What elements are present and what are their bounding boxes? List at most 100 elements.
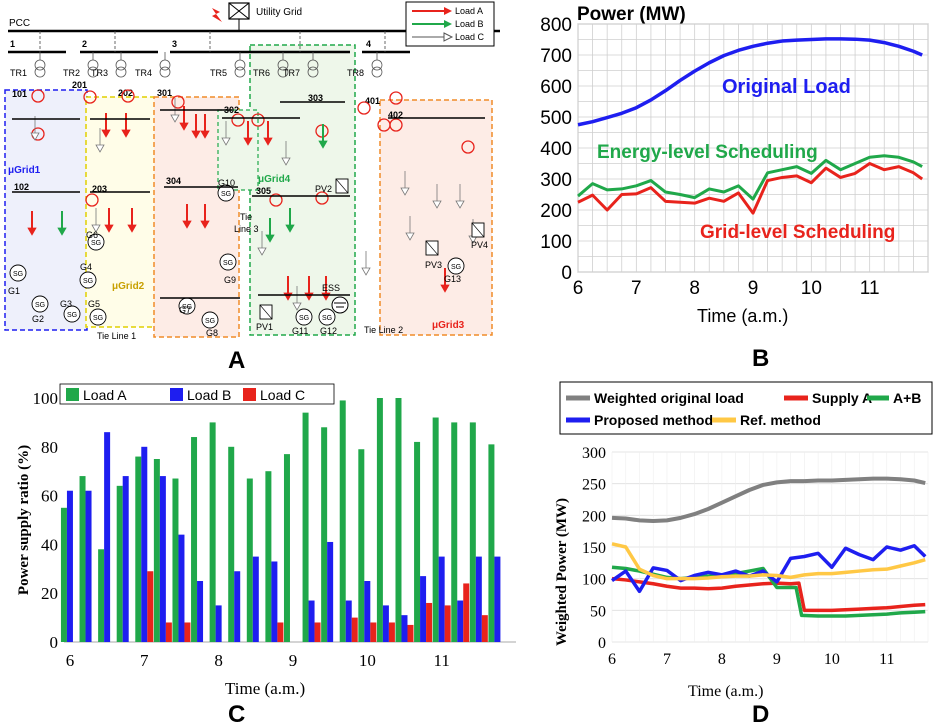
generator-label: G11 [292,326,308,336]
chart-c-legend: Load A Load B Load C [59,383,335,405]
load-arrow-head [95,144,105,153]
chart-d-xlabel: Time (a.m.) [688,683,763,700]
chart-c-legend-c: Load C [260,387,305,403]
generator-label: G13 [444,274,461,284]
node-highlight [121,89,135,103]
load-arrow-head [318,140,328,149]
chart-c-bar [488,444,495,642]
chart-d-series-line [611,542,926,581]
generator-sg-label: SG [93,315,103,322]
chart-c-bar [147,571,154,642]
generator-sg-label: SG [91,240,101,247]
chart-c-bar [388,622,395,642]
chart-d-ytick: 150 [582,540,606,557]
pv-icon-diag [425,240,439,256]
chart-c-bar [141,446,148,642]
node-label: 304 [166,176,181,186]
chart-b-ytick: 300 [540,170,572,191]
load-arrow-head [91,224,101,233]
chart-c-bar [191,437,198,642]
chart-b-label-original: Original Load [722,76,851,98]
chart-c-bar [494,556,501,642]
generator-label: G10 [218,178,235,188]
chart-c-bar [172,478,179,642]
transformer-label: TR1 [10,68,27,78]
transformer-icon [115,66,127,78]
chart-c-legend-swatch-b [170,388,183,401]
load-arrow-head [127,224,137,233]
load-arrow-head [455,200,465,209]
chart-d-ytick: 0 [598,635,606,652]
generator-icon [89,308,107,326]
chart-d-ytick: 250 [582,477,606,494]
chart-d-legend-box [559,381,933,435]
ugrid4-inner [217,109,259,191]
generator-label: G12 [320,326,337,336]
generator-sg-label: SG [451,264,461,271]
load-arrow-head [27,227,37,236]
transformer-label: TR7 [283,68,300,78]
chart-c-bar [444,605,451,642]
chart-c-bar [475,556,482,642]
load-arrow-head [200,130,210,139]
legend-arrowhead-c [443,32,454,42]
chart-c-bar [234,571,241,642]
chart-c-bar [246,478,253,642]
generator-sg-label: SG [182,304,192,311]
chart-c-bar [265,471,272,642]
node-highlight [83,90,97,104]
panel-label-b: B [752,345,769,372]
node-highlight [31,89,45,103]
chart-c-bar [370,622,377,642]
generator-label: G7 [179,305,191,315]
generator-sg-label: SG [299,315,309,322]
node-highlight [231,113,245,127]
pcc-label: PCC [9,18,30,29]
chart-c-ytick: 20 [41,584,58,603]
chart-b-xtick: 8 [689,278,700,299]
chart-c-bar [98,549,105,642]
chart-b-ytick: 500 [540,108,572,129]
generator-label: G5 [88,299,100,309]
chart-c-bar [271,561,278,642]
load-arrow-head [281,157,291,166]
chart-b-xticks: 6 7 8 9 10 11 [573,278,880,299]
node-highlight [357,101,371,115]
chart-b-ytick: 800 [540,15,572,36]
ugrid4-label: μGrid4 [258,174,291,185]
chart-d-xtick: 7 [663,651,671,668]
chart-d-legend-0: Weighted original load [594,390,744,406]
transformer-label: TR8 [347,68,364,78]
chart-c-bar [197,581,204,642]
chart-d-xtick: 8 [718,651,726,668]
generator-label: G2 [32,314,44,324]
load-arrow-head [179,122,189,131]
load-arrow-head [285,224,295,233]
node-label: 102 [14,182,29,192]
load-arrow-head [121,129,131,138]
generator-label: G6 [86,230,98,240]
load-arrow-head [243,137,253,146]
chart-c-bar [252,556,259,642]
chart-c-bar [457,600,464,642]
generator-sg-label: SG [35,302,45,309]
chart-d-ytick: 50 [590,603,606,620]
chart-c-bar [364,581,371,642]
chart-b-ytick: 200 [540,201,572,222]
node-label: 201 [72,80,87,90]
transformer-icon [159,66,171,78]
node-label: 203 [92,184,107,194]
generator-icon [217,184,235,202]
ugrid2-label: μGrid2 [112,281,145,292]
chart-c-bar [321,427,328,642]
node-highlight [315,191,329,205]
node-highlight [251,113,265,127]
chart-b-label-energy: Energy-level Scheduling [597,142,818,163]
load-arrow-head [57,227,67,236]
node-highlight [85,193,99,207]
chart-c-bar [302,412,309,642]
chart-c-xtick: 9 [289,651,298,670]
chart-c-bar [481,615,488,642]
ess-label: ESS [322,283,340,293]
ugrid1-label: μGrid1 [8,165,41,176]
